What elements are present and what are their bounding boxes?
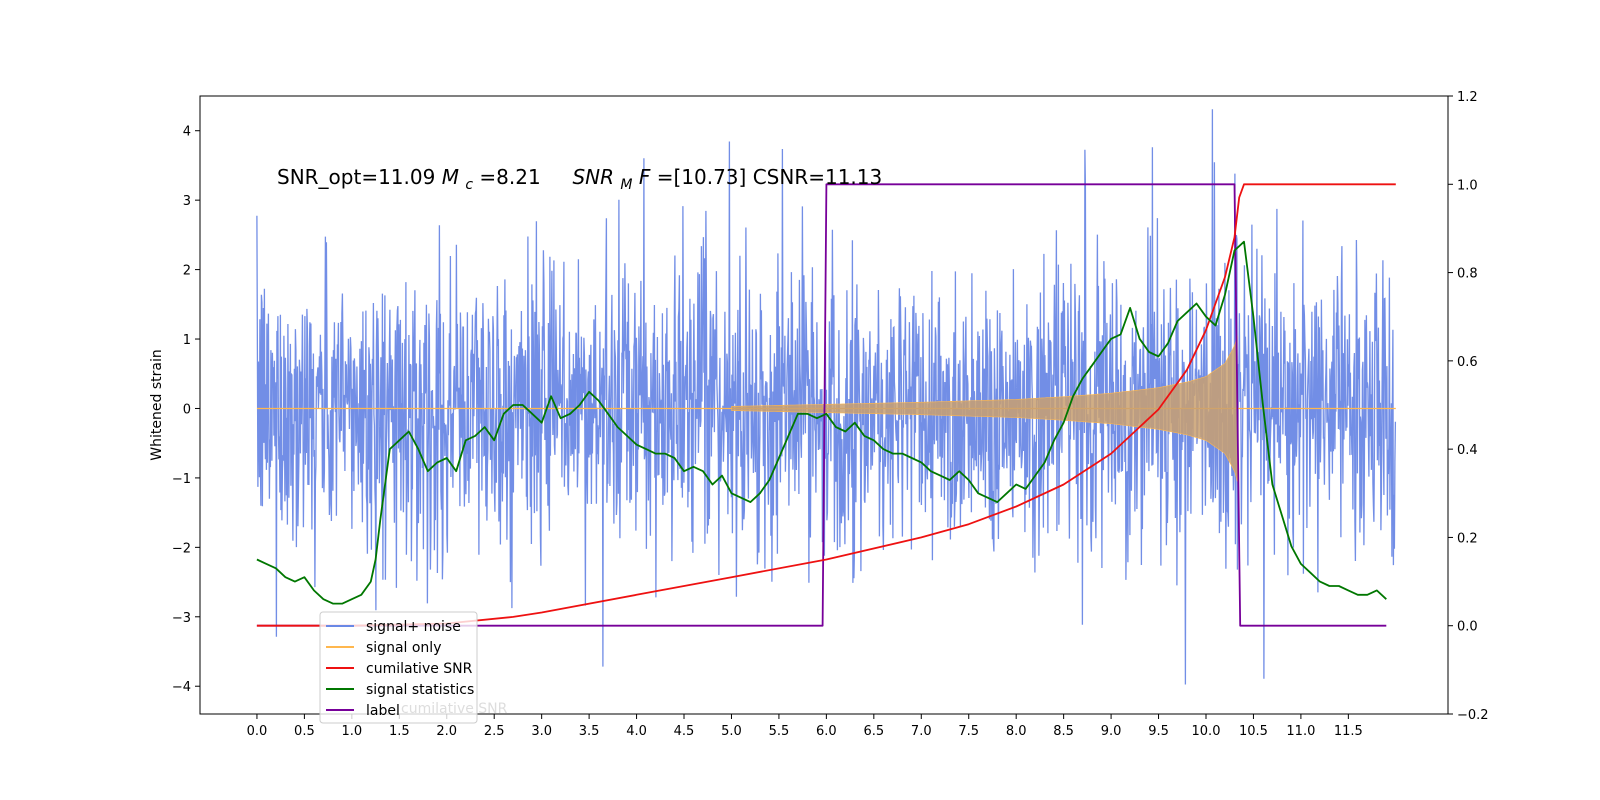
y2-tick-label: 0.0 bbox=[1457, 620, 1478, 635]
legend-box bbox=[319, 611, 478, 724]
series-signal-noise bbox=[256, 109, 1397, 685]
x-tick-label: 10.0 bbox=[1192, 724, 1221, 739]
legend-label: signal only bbox=[366, 640, 441, 656]
legend-label: signal+ noise bbox=[366, 619, 461, 635]
x-tick-label: 3.5 bbox=[579, 724, 600, 739]
legend-hidden-text: cumilative SNR bbox=[401, 701, 508, 717]
annotation: SNR_opt=11.09 M c =8.21 SNR M F =[10.73]… bbox=[277, 165, 882, 194]
y-tick-label: −4 bbox=[172, 680, 191, 695]
y2-tick-label: 0.6 bbox=[1457, 355, 1478, 370]
legend-label: cumilative SNR bbox=[366, 661, 473, 677]
annotation-mc-symbol: M bbox=[442, 165, 459, 189]
cumilative-snr-line bbox=[256, 183, 1396, 627]
x-tick-label: 11.0 bbox=[1286, 724, 1315, 739]
x-tick-label: 7.0 bbox=[911, 724, 932, 739]
annotation-snr-opt: SNR_opt=11.09 bbox=[277, 165, 442, 189]
x-tick-label: 1.0 bbox=[342, 724, 363, 739]
signal-statistics-line bbox=[256, 240, 1387, 605]
x-axis: 0.0 0.5 1.0 1.5 2.0 2.5 3.0 3.5 4.0 4.5 5.0 5.5 6.0 6… bbox=[247, 714, 1363, 739]
x-tick-label: 4.5 bbox=[674, 724, 695, 739]
y-axis-left: 4 3 2 1 0 −1 −2 −3 −4 bbox=[172, 125, 200, 695]
x-tick-label: 5.0 bbox=[721, 724, 742, 739]
y2-tick-label: 0.4 bbox=[1457, 443, 1478, 458]
x-tick-label: 4.0 bbox=[626, 724, 647, 739]
x-tick-label: 3.0 bbox=[531, 724, 552, 739]
y2-tick-label: 0.2 bbox=[1457, 531, 1478, 546]
y-tick-label: 0 bbox=[183, 402, 191, 417]
y-tick-label: 2 bbox=[183, 264, 191, 279]
plot-area bbox=[199, 95, 1449, 715]
y2-tick-label: −0.2 bbox=[1457, 708, 1489, 723]
y-tick-label: 3 bbox=[183, 194, 191, 209]
x-tick-label: 2.0 bbox=[436, 724, 457, 739]
annotation-csnr: =[10.73] CSNR=11.13 bbox=[657, 165, 883, 189]
x-tick-label: 10.5 bbox=[1239, 724, 1268, 739]
x-tick-label: 11.5 bbox=[1334, 724, 1363, 739]
legend-label: label bbox=[366, 703, 400, 719]
annotation-snr-subscript: M bbox=[620, 177, 632, 193]
y-axis-right: 1.2 1.0 0.8 0.6 0.4 0.2 0.0 −0.2 bbox=[1448, 90, 1489, 723]
x-tick-label: 8.5 bbox=[1053, 724, 1074, 739]
x-tick-label: 7.5 bbox=[958, 724, 979, 739]
x-tick-label: 9.5 bbox=[1148, 724, 1169, 739]
y2-tick-label: 0.8 bbox=[1457, 267, 1478, 282]
x-tick-label: 5.5 bbox=[769, 724, 790, 739]
legend-label: signal statistics bbox=[366, 682, 474, 698]
signal-only-chirp bbox=[731, 335, 1238, 482]
label-line bbox=[256, 183, 1387, 627]
y-tick-label: −2 bbox=[172, 541, 191, 556]
x-tick-label: 0.0 bbox=[247, 724, 268, 739]
annotation-snr-symbol: SNR bbox=[572, 165, 614, 189]
x-tick-label: 1.5 bbox=[389, 724, 410, 739]
series-signal-only bbox=[256, 335, 1396, 482]
annotation-mc-subscript: c bbox=[465, 177, 473, 193]
x-tick-label: 2.5 bbox=[484, 724, 505, 739]
legend: cumilative SNR signal+ noise signal only c… bbox=[319, 611, 508, 724]
legend-items: signal+ noise signal only cumilative SNR si… bbox=[326, 619, 474, 719]
x-tick-label: 9.0 bbox=[1101, 724, 1122, 739]
annotation-f-symbol: F bbox=[639, 165, 651, 189]
signal-noise-line bbox=[256, 109, 1397, 685]
x-tick-label: 6.5 bbox=[863, 724, 884, 739]
y2-tick-label: 1.2 bbox=[1457, 90, 1478, 105]
y-tick-label: −1 bbox=[172, 472, 191, 487]
y-axis-label: Whitened strain bbox=[149, 349, 165, 460]
y-tick-label: −3 bbox=[172, 611, 191, 626]
x-tick-label: 8.0 bbox=[1006, 724, 1027, 739]
y-tick-label: 4 bbox=[183, 125, 191, 140]
x-tick-label: 0.5 bbox=[294, 724, 315, 739]
series-lines bbox=[256, 183, 1396, 627]
x-tick-label: 6.0 bbox=[816, 724, 837, 739]
annotation-mc-value: =8.21 bbox=[479, 165, 566, 189]
y-tick-label: 1 bbox=[183, 333, 191, 348]
plot-frame bbox=[199, 95, 1449, 715]
y2-tick-label: 1.0 bbox=[1457, 178, 1478, 193]
